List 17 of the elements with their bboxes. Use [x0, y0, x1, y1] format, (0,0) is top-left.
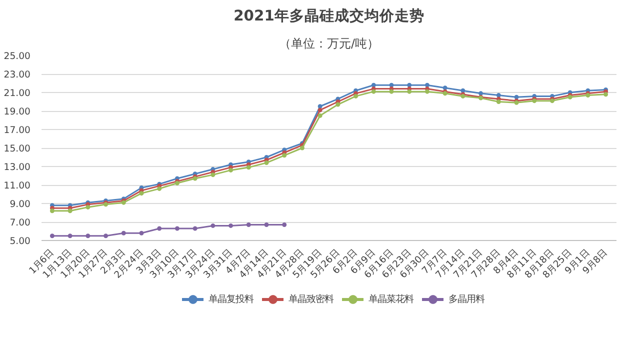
y-tick-label: 23.00: [4, 70, 31, 80]
y-tick-label: 25.00: [4, 51, 31, 62]
y-tick-label: 17.00: [4, 125, 31, 136]
y-tick-label: 5.00: [10, 236, 31, 247]
chart-subtitle: （单位：万元/吨）: [278, 36, 380, 50]
legend-label: 多晶用料: [448, 292, 484, 306]
y-tick-label: 15.00: [4, 144, 31, 154]
y-tick-label: 11.00: [4, 180, 31, 192]
y-tick-label: 13.00: [4, 162, 31, 173]
y-tick-label: 21.00: [4, 88, 31, 99]
y-tick-label: 9.00: [10, 199, 31, 210]
y-tick-label: 19.00: [4, 106, 31, 118]
y-tick-label: 7.00: [10, 218, 31, 228]
chart-title: 2021年多晶硅成交均价走势: [234, 6, 424, 24]
legend-label: 单晶菜花料: [368, 292, 414, 306]
legend-label: 单晶复投料: [208, 292, 254, 306]
legend-label: 单晶致密料: [288, 292, 334, 306]
